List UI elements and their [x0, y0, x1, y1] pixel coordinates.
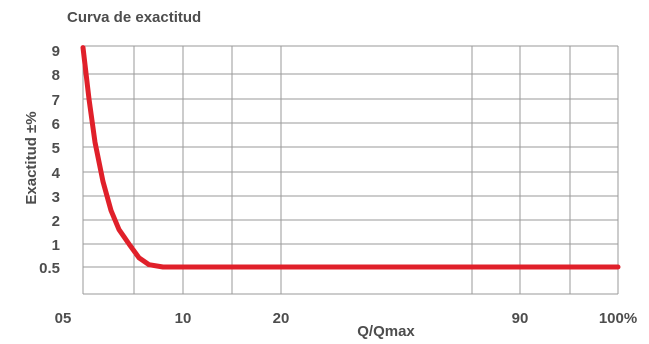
chart-title: Curva de exactitud: [67, 9, 201, 26]
x-tick-label: 10: [175, 310, 192, 327]
grid: [82, 45, 619, 295]
accuracy-curve: [80, 45, 621, 270]
x-tick-label: 100%: [599, 310, 637, 327]
y-tick-label: 9: [52, 43, 60, 60]
y-tick-label: 6: [52, 116, 60, 133]
y-tick-label: 0.5: [39, 260, 60, 277]
x-tick-label: 90: [512, 310, 529, 327]
y-tick-label: 3: [52, 189, 60, 206]
x-axis-label: Q/Qmax: [357, 323, 415, 340]
y-tick-label: 7: [52, 92, 60, 109]
y-axis-label: Exactitud ±%: [23, 111, 40, 204]
y-tick-labels: 0.5 1 2 3 4 5 6 7 8 9: [39, 43, 61, 277]
y-tick-label: 5: [52, 140, 60, 157]
y-tick-label: 1: [52, 237, 60, 254]
y-tick-label: 2: [52, 213, 60, 230]
x-tick-labels: 05 10 20 90 100%: [55, 310, 638, 327]
y-tick-label: 4: [52, 165, 61, 182]
x-tick-label: 20: [273, 310, 290, 327]
x-tick-label: 05: [55, 310, 72, 327]
y-tick-label: 8: [52, 67, 60, 84]
